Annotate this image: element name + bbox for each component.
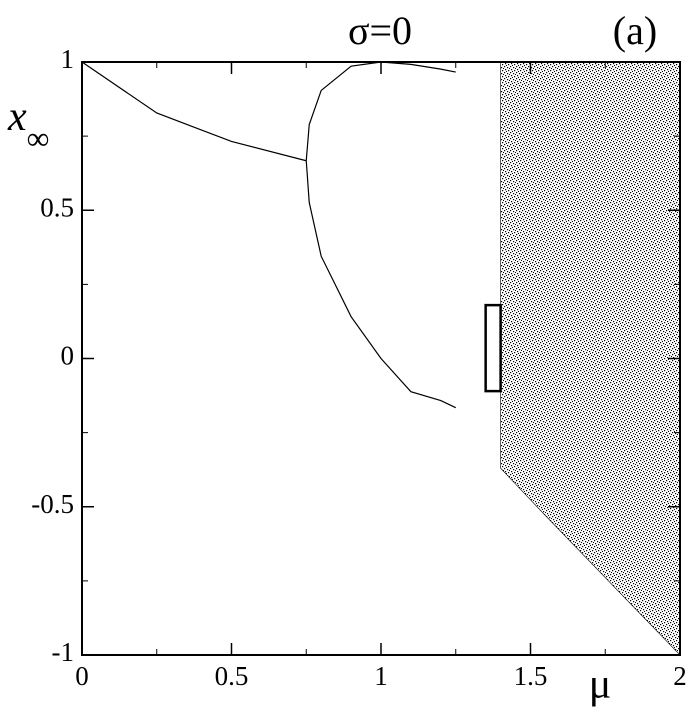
x-axis-label: μ [589, 662, 612, 708]
chart-title: σ=0 [348, 8, 412, 53]
x-tick-label: 1 [374, 661, 388, 691]
y-tick-label: -0.5 [31, 489, 74, 519]
x-tick-label: 0.5 [215, 661, 249, 691]
y-tick-label: 1 [61, 44, 75, 74]
branch-line [305, 61, 456, 161]
y-tick-label: -1 [52, 637, 75, 667]
x-tick-label: 1.5 [514, 661, 548, 691]
chaotic-band [500, 61, 681, 656]
y-label-main: x [7, 94, 27, 140]
branch-line [81, 61, 307, 162]
y-tick-label: 0 [61, 341, 75, 371]
panel-label: (a) [613, 8, 657, 53]
y-label-sub: ∞ [27, 120, 50, 156]
inset-box [484, 303, 502, 393]
x-tick-label: 0 [75, 661, 89, 691]
branch-line [305, 160, 457, 409]
x-tick-label: 2 [673, 661, 687, 691]
y-tick-label: 0.5 [40, 192, 74, 222]
y-axis-label: x∞ [7, 94, 49, 157]
